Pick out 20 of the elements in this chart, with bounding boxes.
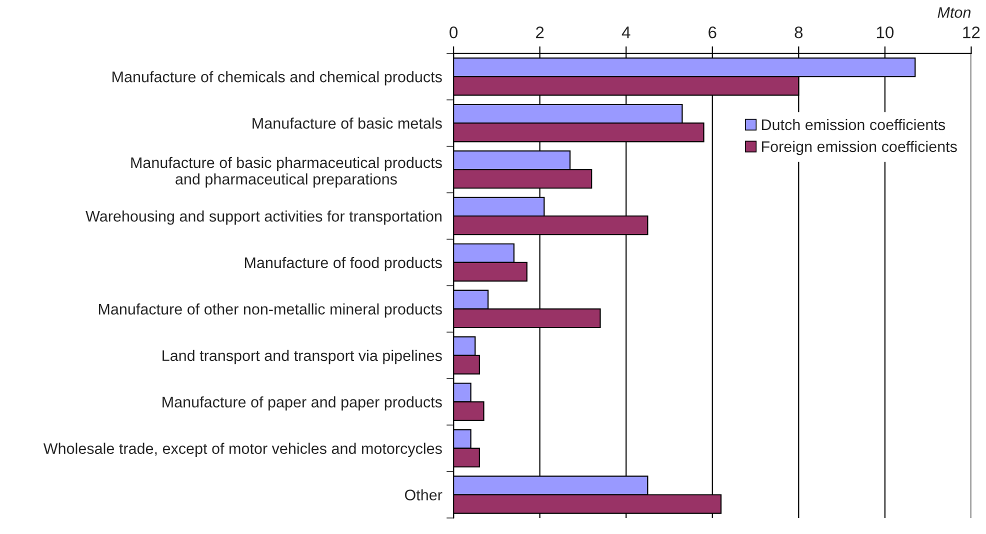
legend-label: Dutch emission coefficients <box>762 118 946 130</box>
x-tick-label: 2 <box>536 26 544 38</box>
x-tick-label: 4 <box>622 26 630 38</box>
x-tick-label: 6 <box>708 26 716 38</box>
y-tick-label: Manufacture of other non-metallic mineral products <box>98 303 442 318</box>
y-tick-label: Warehousing and support activities for transportation <box>86 210 442 225</box>
y-tick-label: Manufacture of food products <box>244 256 442 272</box>
x-axis-title: Mton <box>938 7 971 18</box>
y-tick-label: Manufacture of chemicals and chemical products <box>112 71 442 86</box>
y-tick-label: Wholesale trade, except of motor vehicles and motorcycles <box>43 442 442 457</box>
y-tick-label: Manufacture of basic pharmaceutical products and pharmaceutical preparations <box>131 156 442 188</box>
y-tick-label: Manufacture of basic metals <box>252 118 442 129</box>
x-tick-label: 12 <box>963 26 980 38</box>
x-tick-label: 8 <box>794 26 803 38</box>
legend-label: Foreign emission coefficients <box>762 140 957 156</box>
y-tick-label: Manufacture of paper and paper products <box>162 396 442 411</box>
x-tick-label: 10 <box>876 26 894 38</box>
x-tick-label: 0 <box>450 26 458 38</box>
y-tick-label: Other <box>404 489 442 500</box>
y-tick-label: Land transport and transport via pipelines <box>162 350 442 364</box>
